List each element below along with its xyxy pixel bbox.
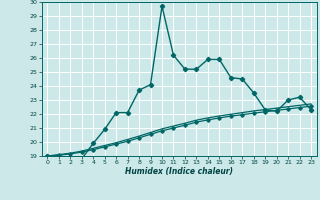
X-axis label: Humidex (Indice chaleur): Humidex (Indice chaleur) bbox=[125, 167, 233, 176]
